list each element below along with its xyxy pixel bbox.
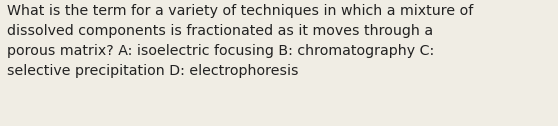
Text: What is the term for a variety of techniques in which a mixture of
dissolved com: What is the term for a variety of techni… (7, 4, 473, 78)
